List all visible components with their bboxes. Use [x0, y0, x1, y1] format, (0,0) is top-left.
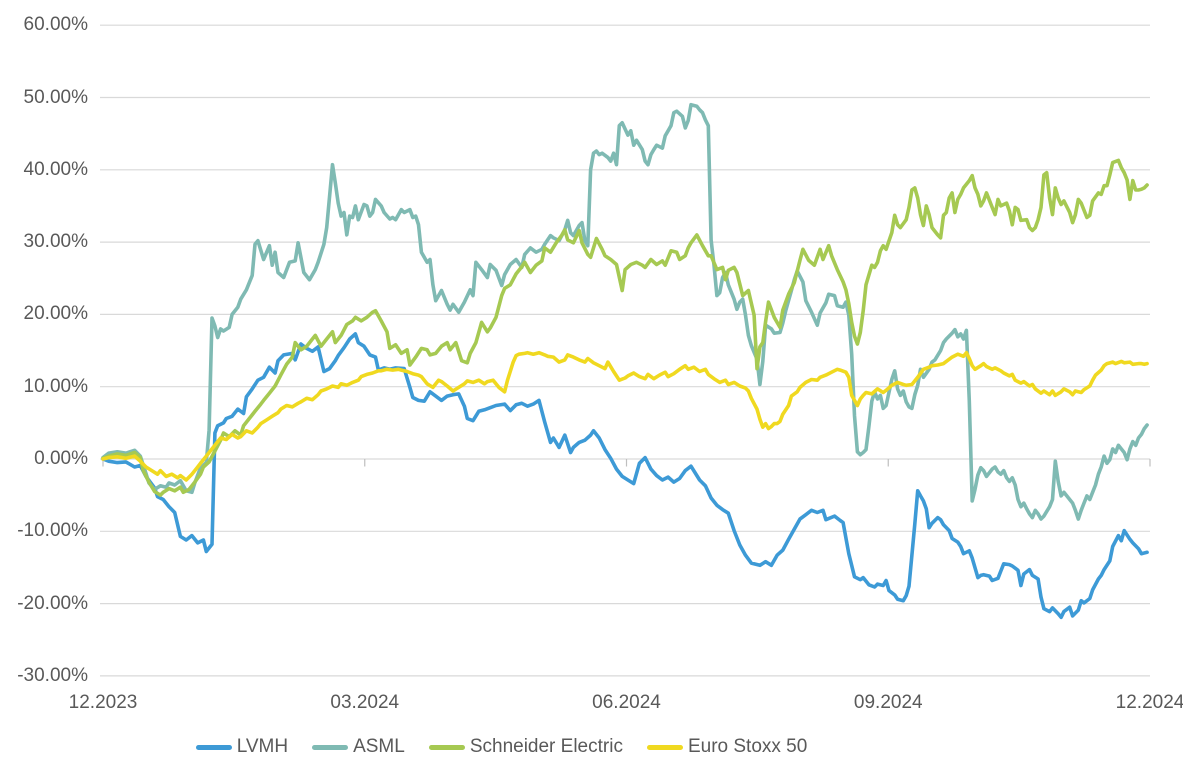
- legend-line-swatch: [428, 744, 465, 750]
- legend-item-schneider-electric: Schneider Electric: [428, 735, 623, 759]
- y-axis-label: 10.00%: [23, 375, 88, 397]
- x-axis-label: 03.2024: [330, 692, 400, 713]
- y-axis-label: 40.00%: [23, 158, 88, 180]
- legend-item-euro-stoxx-50: Euro Stoxx 50: [646, 735, 808, 759]
- y-axis-label: -30.00%: [17, 664, 88, 686]
- x-axis-label: 12.2024: [1115, 692, 1183, 713]
- y-axis-label: 0.00%: [34, 448, 88, 469]
- legend-line-swatch: [646, 744, 683, 750]
- legend-line-swatch: [195, 744, 232, 750]
- legend-label: ASML: [353, 736, 405, 757]
- series-line-lvmh: [101, 332, 1149, 620]
- series-line-euro-stoxx-50: [101, 350, 1149, 482]
- y-axis-label: 20.00%: [23, 303, 88, 325]
- x-axis-label: 12.2023: [68, 692, 138, 713]
- legend-label: Schneider Electric: [469, 736, 623, 757]
- y-axis-label: -10.00%: [17, 520, 88, 542]
- x-axis-label: 09.2024: [853, 692, 923, 713]
- legend-line-swatch: [312, 744, 349, 750]
- legend-label: Euro Stoxx 50: [687, 736, 808, 757]
- legend: LVMH ASML Schneider Electric Euro Stoxx 50: [0, 735, 1093, 759]
- x-axis-ticks: [102, 459, 1151, 467]
- x-axis-label: 06.2024: [592, 692, 661, 713]
- series-line-schneider-electric: [101, 158, 1149, 497]
- y-axis-label: 50.00%: [23, 86, 88, 108]
- y-axis-label: -20.00%: [17, 592, 88, 614]
- legend-item-asml: ASML: [312, 735, 405, 759]
- series-lines: [101, 102, 1149, 620]
- y-axis-label: 60.00%: [23, 14, 88, 36]
- legend-item-lvmh: LVMH: [195, 735, 289, 759]
- y-axis-label: 30.00%: [23, 231, 88, 253]
- legend-label: LVMH: [236, 736, 289, 757]
- series-line-asml: [101, 102, 1149, 521]
